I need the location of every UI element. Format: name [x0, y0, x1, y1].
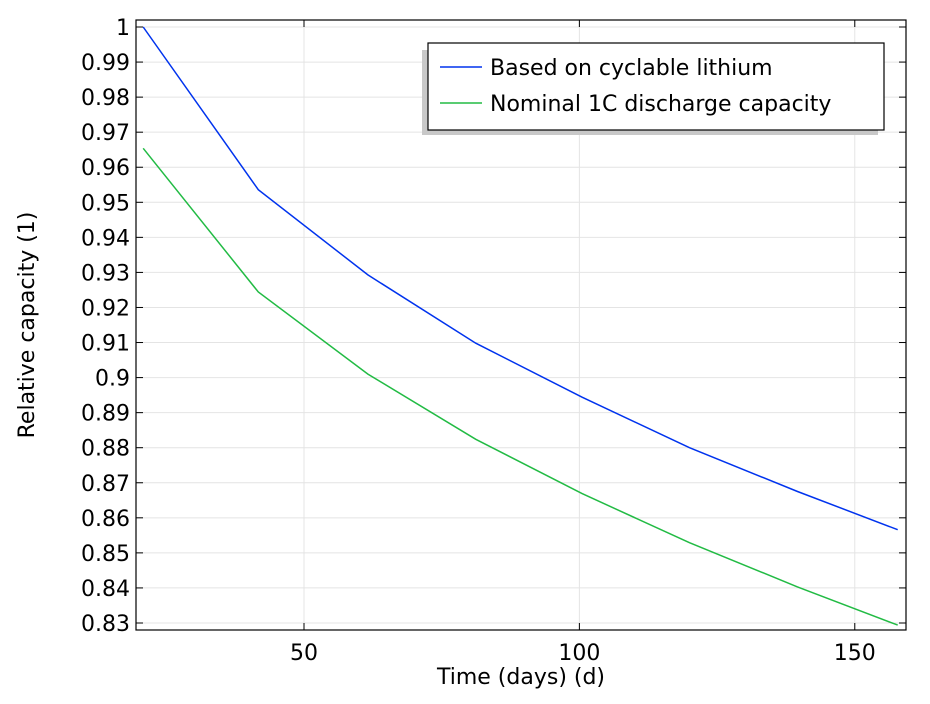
y-tick-label: 0.83: [81, 612, 130, 637]
x-tick-label: 50: [290, 641, 318, 666]
y-tick-label: 0.91: [81, 332, 130, 357]
y-tick-label: 0.88: [81, 437, 130, 462]
y-axis-label: Relative capacity (1): [15, 212, 40, 439]
y-tick-label: 0.93: [81, 261, 130, 286]
y-tick-label: 0.9: [95, 367, 130, 392]
y-tick-label: 0.86: [81, 507, 130, 532]
y-tick-label: 0.99: [81, 51, 130, 76]
legend-label-1: Nominal 1C discharge capacity: [490, 92, 831, 117]
series-line-1: [142, 147, 898, 626]
y-tick-label: 0.85: [81, 542, 130, 567]
legend-label-0: Based on cyclable lithium: [490, 56, 773, 81]
x-tick-label: 150: [834, 641, 876, 666]
y-axis: 1 0.99 0.98 0.97 0.96 0.95 0.94 0.93 0.92 0.91 0.9…: [81, 16, 906, 637]
x-axis: 50 100 150: [290, 20, 876, 666]
y-tick-label: 0.97: [81, 121, 130, 146]
x-axis-label: Time (days) (d): [436, 665, 605, 690]
plot-frame: [135, 19, 907, 631]
y-tick-label: 0.94: [81, 226, 130, 251]
y-tick-label: 0.89: [81, 402, 130, 427]
y-tick-label: 0.92: [81, 296, 130, 321]
series-line-0: [142, 26, 898, 531]
y-tick-label: 0.95: [81, 191, 130, 216]
legend-box: [427, 42, 885, 131]
x-tick-label: 100: [558, 641, 600, 666]
y-tick-label: 0.96: [81, 156, 130, 181]
y-tick-label: 1: [116, 16, 130, 41]
series-lines: [142, 26, 898, 626]
y-tick-label: 0.98: [81, 86, 130, 111]
legend: Based on cyclable lithium Nominal 1C dis…: [422, 42, 885, 135]
y-tick-label: 0.87: [81, 472, 130, 497]
y-tick-label: 0.84: [81, 577, 130, 602]
